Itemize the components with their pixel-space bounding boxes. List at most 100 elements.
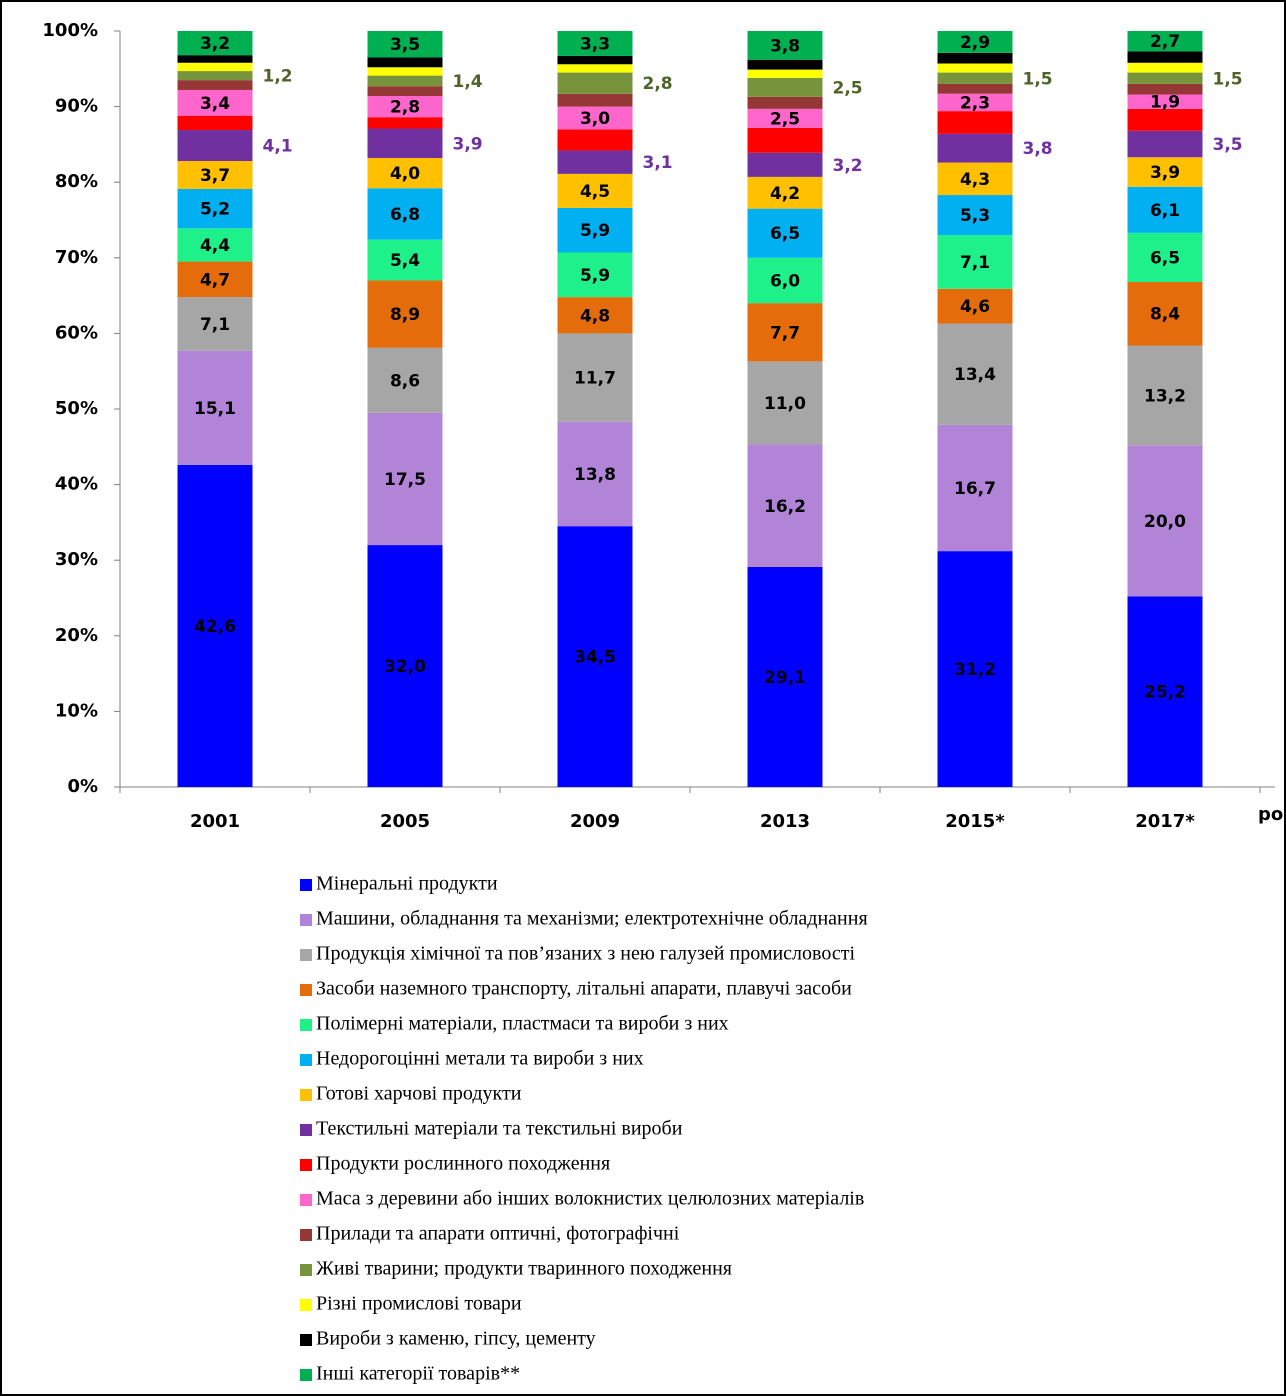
value-label: 2,3 xyxy=(960,93,990,113)
bar-segment xyxy=(177,115,253,131)
value-label: 8,9 xyxy=(390,305,420,325)
value-label: 3,5 xyxy=(390,35,420,55)
value-label: 3,5 xyxy=(1213,135,1243,155)
bar-segment xyxy=(747,567,823,787)
y-tick-label: 80% xyxy=(55,171,98,192)
value-label: 1,2 xyxy=(263,67,293,87)
bar-segment xyxy=(367,412,443,546)
bar-segment xyxy=(1127,130,1203,158)
y-tick-label: 90% xyxy=(55,96,98,117)
bar-segment xyxy=(747,208,823,258)
bar-segment xyxy=(177,261,253,298)
bar-segment xyxy=(177,55,253,63)
bar-segment xyxy=(747,127,823,153)
bar-segment xyxy=(557,129,633,151)
value-label: 6,0 xyxy=(770,271,800,291)
x-tick-label: 2013 xyxy=(760,811,810,832)
legend-label: Засоби наземного транспорту, літальні ап… xyxy=(316,978,852,1000)
bar-segment xyxy=(1127,72,1203,84)
bar-segment xyxy=(1127,186,1203,233)
bar-segment xyxy=(937,83,1013,94)
y-tick-label: 0% xyxy=(67,776,98,797)
legend-swatch xyxy=(300,1229,312,1241)
value-label: 29,1 xyxy=(764,668,806,688)
bar-segment xyxy=(937,63,1013,73)
bar-segment xyxy=(1127,62,1203,73)
legend-swatch xyxy=(300,1299,312,1311)
y-tick-label: 30% xyxy=(55,549,98,570)
value-label: 3,7 xyxy=(200,166,230,186)
bar-segment xyxy=(177,130,253,162)
value-label: 5,3 xyxy=(960,206,990,226)
value-label: 13,2 xyxy=(1144,386,1186,406)
value-label: 2,8 xyxy=(390,98,420,118)
value-label: 16,7 xyxy=(954,479,996,499)
bar-segment xyxy=(1127,108,1203,131)
bar-segment xyxy=(367,96,443,118)
legend-swatch xyxy=(300,914,312,926)
bar-segment xyxy=(177,71,253,81)
bar-segment xyxy=(177,62,253,72)
value-label: 4,0 xyxy=(390,164,420,184)
y-tick-label: 60% xyxy=(55,322,98,343)
bar-segment xyxy=(557,150,633,174)
value-label: 5,2 xyxy=(200,200,230,220)
legend-label: Продукти рослинного походження xyxy=(316,1153,610,1175)
bar-segment xyxy=(1127,345,1203,446)
legend-label: Маса з деревини або інших волокнистих це… xyxy=(316,1188,864,1210)
value-label: 3,9 xyxy=(1150,163,1180,183)
bar-segment xyxy=(177,189,253,229)
bar-segment xyxy=(937,72,1013,84)
bar-segment xyxy=(367,128,443,159)
bar-segment xyxy=(937,235,1013,289)
legend-swatch xyxy=(300,984,312,996)
value-label: 5,4 xyxy=(390,251,420,271)
bar-segment xyxy=(557,421,633,527)
x-tick-label: 2017* xyxy=(1135,811,1195,832)
bar-segment xyxy=(557,297,633,334)
legend-swatch xyxy=(300,879,312,891)
bar-segment xyxy=(367,347,443,413)
bar-segment xyxy=(557,526,633,787)
value-label: 2,5 xyxy=(770,109,800,129)
value-label: 32,0 xyxy=(384,657,426,677)
bar-segment xyxy=(1127,596,1203,787)
x-tick-label: 2015* xyxy=(945,811,1005,832)
bar-segment xyxy=(367,31,443,58)
bar-segment xyxy=(557,106,633,130)
value-label: 25,2 xyxy=(1144,683,1186,703)
x-tick-label: 2001 xyxy=(190,811,240,832)
value-label: 13,8 xyxy=(574,465,616,485)
y-tick-label: 50% xyxy=(55,398,98,419)
bar-segment xyxy=(747,176,823,209)
value-label: 7,1 xyxy=(200,315,230,335)
bar-segment xyxy=(747,31,823,60)
value-label: 6,5 xyxy=(1150,248,1180,268)
bar-segment xyxy=(937,551,1013,787)
bar-segment xyxy=(747,96,823,109)
y-tick-label: 20% xyxy=(55,625,98,646)
value-label: 11,7 xyxy=(574,369,616,389)
legend-label: Інші категорії товарів** xyxy=(316,1363,520,1385)
legend-swatch xyxy=(300,1054,312,1066)
bar-segment xyxy=(1127,445,1203,597)
bar-segment xyxy=(367,158,443,189)
legend-label: Текстильні матеріали та текстильні вироб… xyxy=(316,1118,683,1140)
bar-segment xyxy=(747,444,823,568)
value-label: 3,3 xyxy=(580,34,610,54)
bar-segment xyxy=(937,424,1013,552)
value-label: 5,9 xyxy=(580,221,610,241)
x-tick-label: 2005 xyxy=(380,811,430,832)
value-label: 6,1 xyxy=(1150,201,1180,221)
y-tick-label: 40% xyxy=(55,474,98,495)
legend-swatch xyxy=(300,1334,312,1346)
legend-label: Мінеральні продукти xyxy=(316,873,498,895)
bar-segment xyxy=(1127,51,1203,63)
value-label: 5,9 xyxy=(580,266,610,286)
legend-label: Машини, обладнання та механізми; електро… xyxy=(316,908,868,930)
value-label: 4,6 xyxy=(960,297,990,317)
legend-swatch xyxy=(300,1124,312,1136)
value-label: 20,0 xyxy=(1144,512,1186,532)
legend-swatch xyxy=(300,949,312,961)
